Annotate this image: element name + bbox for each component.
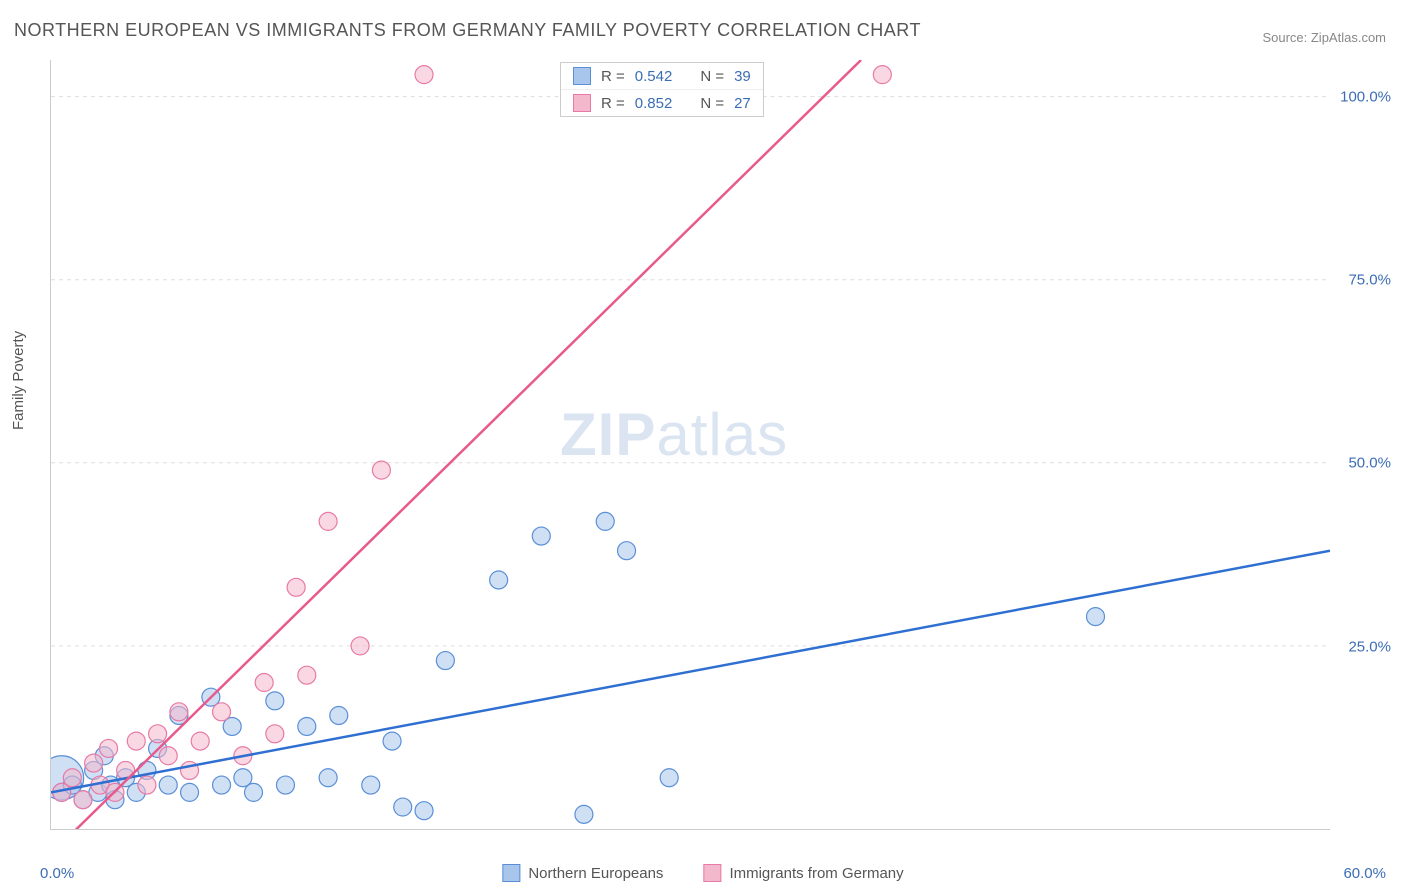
x-tick-min: 0.0% bbox=[40, 865, 74, 882]
y-tick-label: 25.0% bbox=[1348, 638, 1391, 655]
y-tick-label: 75.0% bbox=[1348, 272, 1391, 289]
r-value: 0.542 bbox=[635, 68, 673, 85]
legend-swatch-icon bbox=[502, 864, 520, 882]
y-tick-label: 100.0% bbox=[1340, 88, 1391, 105]
legend-item-series-1: Immigrants from Germany bbox=[703, 864, 903, 882]
legend-label: Immigrants from Germany bbox=[729, 865, 903, 882]
chart-title: NORTHERN EUROPEAN VS IMMIGRANTS FROM GER… bbox=[14, 20, 921, 41]
y-axis-label: Family Poverty bbox=[10, 331, 27, 430]
correlation-row-1: R = 0.852 N = 27 bbox=[561, 90, 763, 116]
correlation-legend: R = 0.542 N = 39 R = 0.852 N = 27 bbox=[560, 62, 764, 117]
legend-item-series-0: Northern Europeans bbox=[502, 864, 663, 882]
n-prefix: N = bbox=[700, 68, 724, 85]
legend-swatch-icon bbox=[703, 864, 721, 882]
r-value: 0.852 bbox=[635, 95, 673, 112]
n-value: 39 bbox=[734, 68, 751, 85]
r-prefix: R = bbox=[601, 95, 625, 112]
y-tick-label: 50.0% bbox=[1348, 455, 1391, 472]
source-label: Source: ZipAtlas.com bbox=[1262, 30, 1386, 45]
plot-area bbox=[50, 60, 1330, 830]
legend-swatch-icon bbox=[573, 94, 591, 112]
correlation-row-0: R = 0.542 N = 39 bbox=[561, 63, 763, 90]
x-tick-max: 60.0% bbox=[1343, 865, 1386, 882]
legend-label: Northern Europeans bbox=[528, 865, 663, 882]
bottom-legend: Northern Europeans Immigrants from Germa… bbox=[502, 864, 903, 882]
n-value: 27 bbox=[734, 95, 751, 112]
n-prefix: N = bbox=[700, 95, 724, 112]
chart-svg bbox=[51, 60, 1330, 829]
legend-swatch-icon bbox=[573, 67, 591, 85]
r-prefix: R = bbox=[601, 68, 625, 85]
